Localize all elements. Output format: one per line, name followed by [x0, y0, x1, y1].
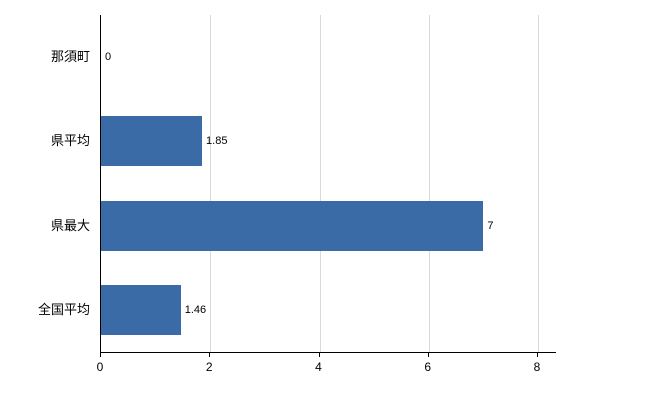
tick-label: 0: [96, 360, 104, 374]
category-label: 県平均: [50, 133, 90, 149]
bar-value-label: 7: [487, 219, 494, 232]
bar-value-label: 1.85: [206, 135, 228, 148]
gridline: [538, 15, 539, 352]
category-label: 県最大: [50, 217, 90, 233]
bar-value-label: 0: [105, 51, 112, 64]
bar-value-label: 1.46: [184, 303, 207, 316]
tick-label: 4: [315, 360, 322, 374]
tick-mark: [100, 353, 101, 357]
bar: [101, 284, 181, 335]
tick-mark: [537, 353, 538, 357]
gridline: [319, 15, 321, 352]
tick-mark: [318, 353, 320, 357]
category-label: 那須町: [50, 49, 90, 65]
gridline: [210, 15, 212, 352]
gridline: [428, 15, 430, 352]
bar: [101, 116, 203, 167]
tick-mark: [427, 353, 429, 357]
tick-label: 6: [424, 360, 432, 374]
plot-area: 0 1.85 7 1.46: [100, 15, 556, 353]
tick-label: 8: [533, 360, 541, 374]
tick-label: 2: [205, 360, 213, 374]
category-label: 全国平均: [37, 301, 90, 317]
tick-mark: [209, 353, 211, 357]
bar: [101, 200, 484, 251]
